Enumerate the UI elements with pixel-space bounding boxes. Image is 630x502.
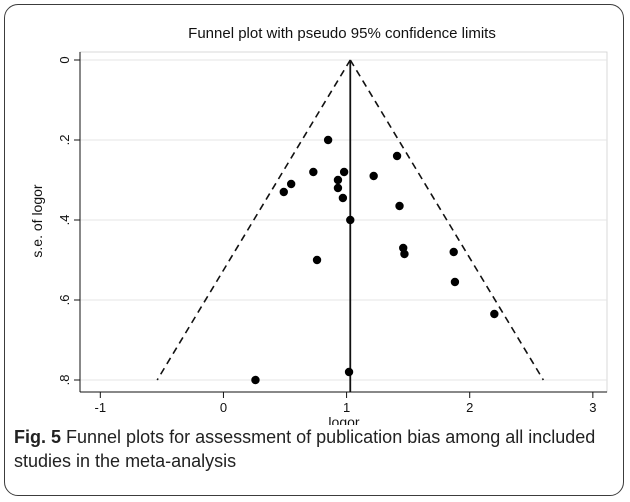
funnel-plot: Funnel plot with pseudo 95% confidence l… <box>29 25 608 425</box>
study-point <box>251 375 260 385</box>
x-tick-label: 3 <box>589 400 596 415</box>
lower-confidence-limit <box>156 59 351 381</box>
study-point <box>286 179 296 189</box>
upper-confidence-limit <box>349 59 545 381</box>
x-tick-label: 1 <box>343 400 350 415</box>
study-point <box>333 175 343 185</box>
study-point <box>338 193 348 203</box>
x-tick-label: -1 <box>95 400 107 415</box>
study-point <box>344 367 354 377</box>
study-point <box>346 215 355 225</box>
study-point <box>312 255 322 265</box>
study-point <box>395 201 404 211</box>
y-tick-label: .4 <box>57 215 72 226</box>
study-point <box>333 183 343 193</box>
study-point <box>279 187 288 197</box>
study-point <box>400 249 409 259</box>
caption-label: Fig. 5 <box>14 427 62 447</box>
gridlines <box>80 59 607 381</box>
y-tick-label: .8 <box>57 375 72 386</box>
y-axis-label: s.e. of logor <box>29 184 45 257</box>
x-axis-label: logor <box>328 414 359 425</box>
x-tick-label: 2 <box>466 400 473 415</box>
axes: 0 .2 .4 .6 .8 -1 0 1 2 3 <box>57 56 596 415</box>
study-point <box>369 171 378 181</box>
caption-text: Funnel plots for assessment of publicati… <box>14 427 596 471</box>
data-points <box>251 135 499 385</box>
study-point <box>449 247 458 257</box>
study-point <box>323 135 333 145</box>
chart-title: Funnel plot with pseudo 95% confidence l… <box>188 25 496 42</box>
y-tick-label: .6 <box>57 295 72 306</box>
x-tick-label: 0 <box>220 400 227 415</box>
y-tick-label: .2 <box>57 135 72 146</box>
y-tick-label: 0 <box>57 56 72 63</box>
confidence-limits <box>156 59 545 392</box>
figure-caption: Fig. 5 Funnel plots for assessment of pu… <box>14 425 614 473</box>
study-point <box>450 277 460 287</box>
study-point <box>309 167 318 177</box>
plot-area <box>79 51 608 393</box>
study-point <box>392 151 402 161</box>
study-point <box>490 309 499 319</box>
study-point <box>339 167 349 177</box>
